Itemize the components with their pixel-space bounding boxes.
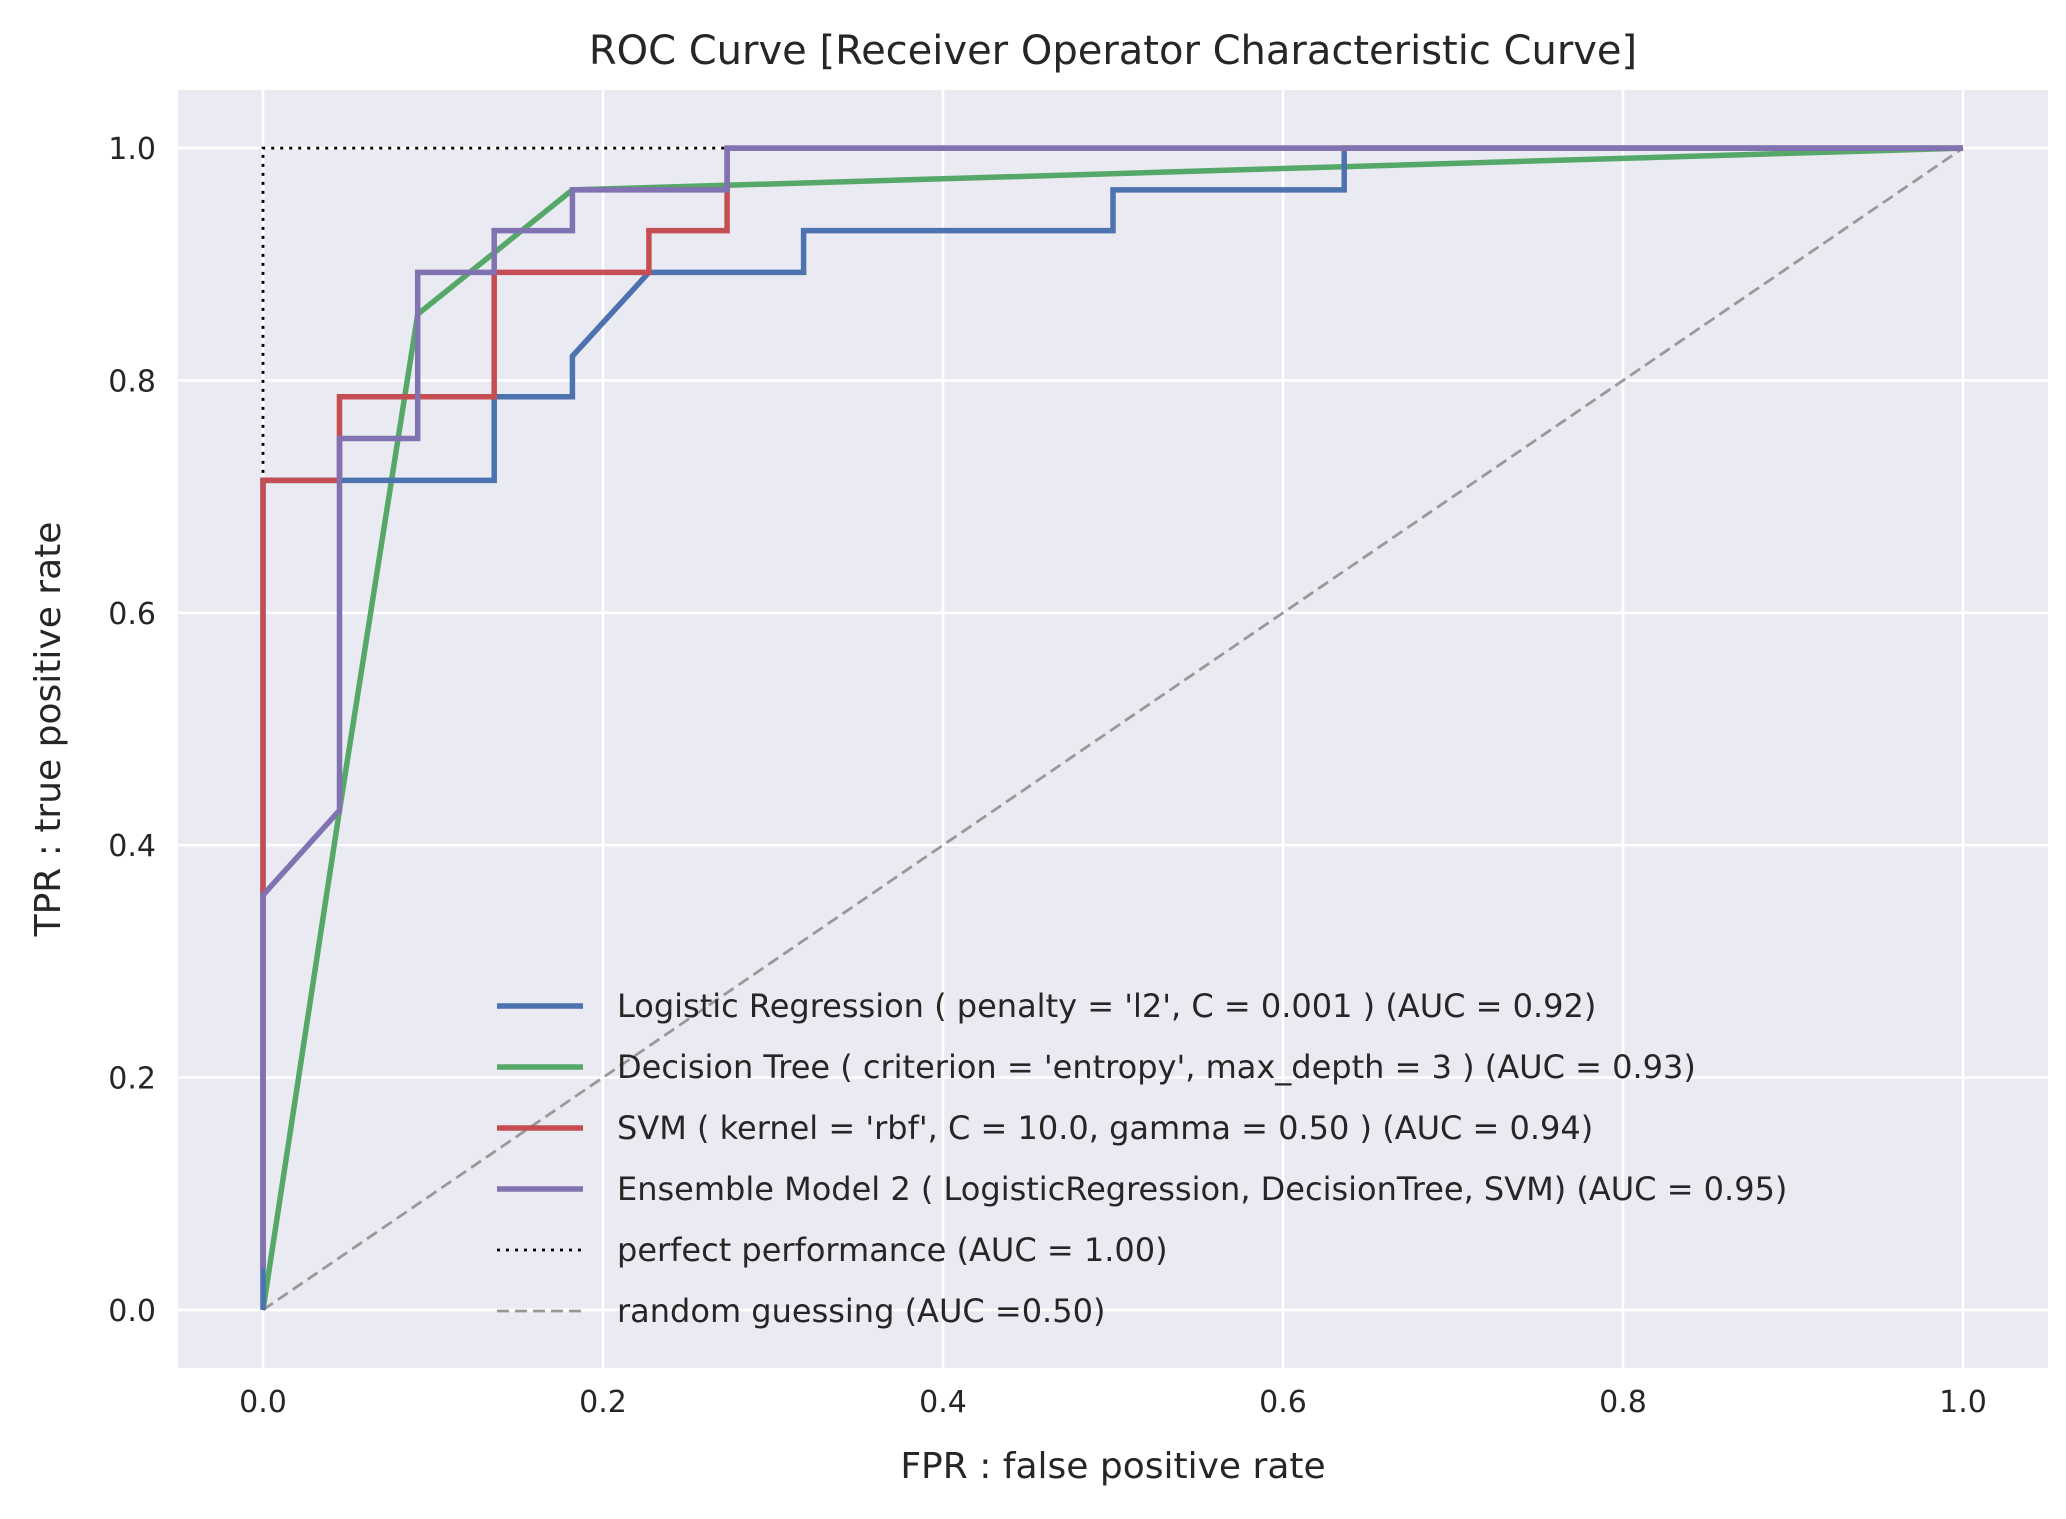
x-tick-label: 0.0: [239, 1385, 287, 1420]
chart-title: ROC Curve [Receiver Operator Characteris…: [589, 28, 1637, 74]
y-tick-label: 0.6: [108, 597, 156, 632]
y-tick-label: 1.0: [108, 132, 156, 167]
x-tick-label: 0.6: [1259, 1385, 1307, 1420]
legend-label-4: perfect performance (AUC = 1.00): [617, 1231, 1168, 1269]
y-tick-label: 0.4: [108, 829, 156, 864]
x-tick-label: 0.2: [579, 1385, 627, 1420]
x-axis-label: FPR : false positive rate: [900, 1446, 1325, 1487]
series-lines: [260, 145, 1964, 1312]
y-tick-label: 0.8: [108, 364, 156, 399]
legend-label-3: Ensemble Model 2 ( LogisticRegression, D…: [617, 1170, 1787, 1208]
tick-labels: 0.0 0.2 0.4 0.6 0.8 1.0 0.0 0.2 0.4 0.6 0.8 1.0: [108, 132, 1987, 1420]
legend-label-2: SVM ( kernel = 'rbf', C = 10.0, gamma = …: [617, 1109, 1593, 1147]
legend-label-1: Decision Tree ( criterion = 'entropy', m…: [617, 1048, 1696, 1086]
x-tick-label: 0.8: [1599, 1385, 1647, 1420]
y-tick-label: 0.0: [108, 1294, 156, 1329]
series-line-5: [262, 146, 1964, 1312]
x-tick-label: 1.0: [1939, 1385, 1987, 1420]
grid: [178, 90, 2048, 1368]
x-tick-label: 0.4: [919, 1385, 967, 1420]
legend: Logistic Regression ( penalty = 'l2', C …: [497, 987, 1787, 1330]
y-axis-label: TPR : true positive rate: [28, 522, 69, 938]
y-tick-label: 0.2: [108, 1062, 156, 1097]
legend-label-0: Logistic Regression ( penalty = 'l2', C …: [617, 987, 1596, 1025]
series-line-3: [260, 145, 1963, 1269]
legend-label-5: random guessing (AUC =0.50): [617, 1292, 1105, 1330]
